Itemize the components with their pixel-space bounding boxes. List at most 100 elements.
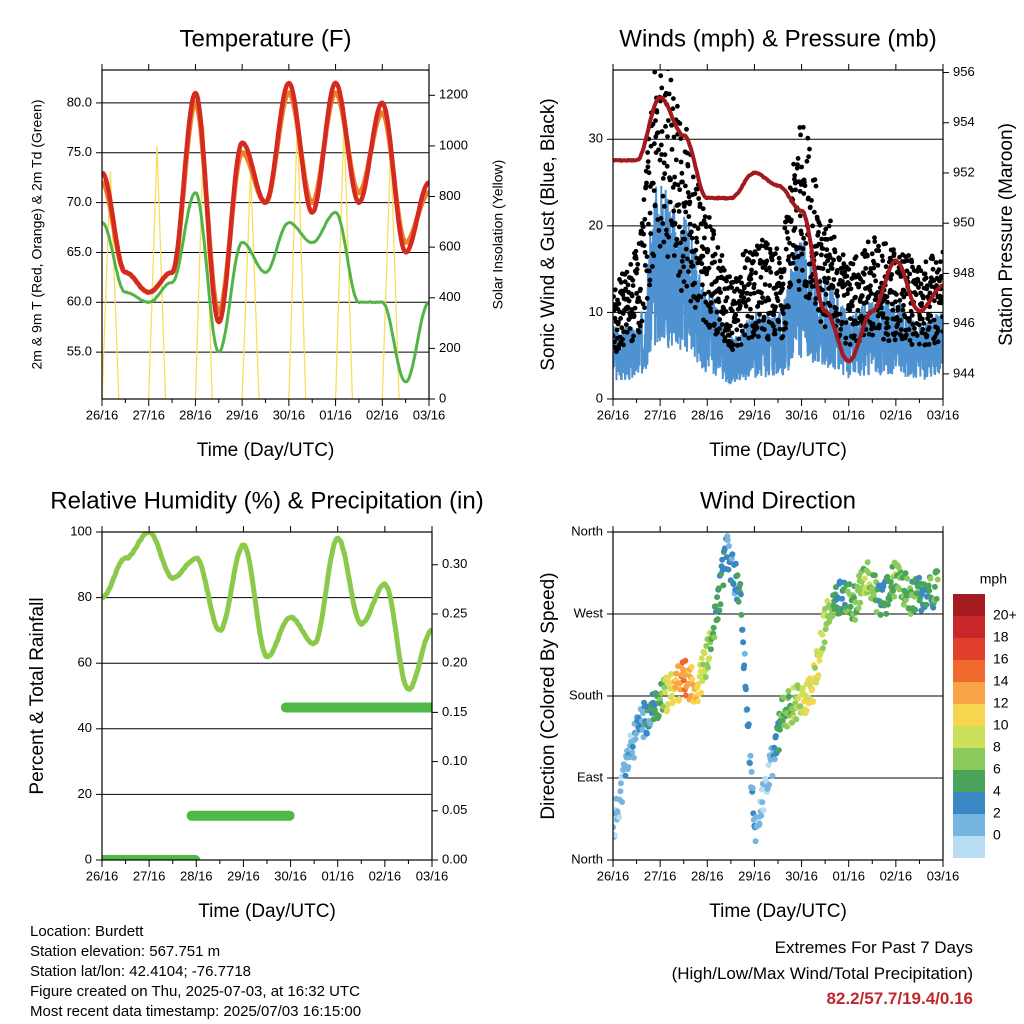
gust-point xyxy=(679,288,684,293)
direction-point xyxy=(632,736,639,742)
direction-point xyxy=(931,583,938,590)
x-tick-label: 27/16 xyxy=(644,407,677,422)
gust-point xyxy=(776,255,782,261)
y-tick-label: North xyxy=(571,851,603,866)
gust-point xyxy=(915,278,921,284)
gust-point xyxy=(754,325,760,331)
direction-point xyxy=(772,733,779,739)
gust-point xyxy=(760,295,765,300)
gust-point xyxy=(657,243,663,249)
rh-series xyxy=(102,532,432,692)
gust-point xyxy=(823,292,829,297)
extremes-subtitle: (High/Low/Max Wind/Total Precipitation) xyxy=(671,963,973,983)
gust-point xyxy=(939,296,943,302)
gust-point xyxy=(634,266,640,272)
direction-point xyxy=(903,596,909,603)
gust-point xyxy=(840,252,846,258)
gust-point xyxy=(751,282,757,287)
gust-point xyxy=(774,246,780,252)
gust-point xyxy=(818,242,824,247)
gust-point xyxy=(796,278,802,284)
gust-point xyxy=(646,221,651,227)
gust-point xyxy=(762,282,768,287)
gust-point xyxy=(641,197,647,203)
direction-point xyxy=(923,601,930,608)
x-tick-label: 26/16 xyxy=(86,868,119,883)
gust-point xyxy=(696,196,702,201)
gust-point xyxy=(645,159,651,165)
gust-point xyxy=(686,269,691,274)
gust-point xyxy=(865,239,871,245)
direction-point xyxy=(834,594,841,601)
direction-point xyxy=(930,604,937,611)
plot-frame xyxy=(101,531,433,861)
gust-point xyxy=(664,163,670,169)
gust-point xyxy=(692,280,698,286)
gust-point xyxy=(744,323,749,329)
gust-point xyxy=(940,249,943,255)
direction-point xyxy=(655,712,662,719)
gust-point xyxy=(807,204,813,210)
gust-point xyxy=(805,135,811,141)
gust-point xyxy=(720,331,725,337)
direction-point xyxy=(819,645,826,652)
gust-point xyxy=(706,265,712,271)
gust-point xyxy=(644,295,650,301)
gust-point xyxy=(729,330,735,336)
y-tick-label: North xyxy=(571,523,603,538)
gust-point xyxy=(689,235,695,241)
gust-point xyxy=(700,282,705,288)
x-tick-label: 29/16 xyxy=(738,407,771,422)
gust-point xyxy=(785,257,791,263)
y-tick-label-right: 950 xyxy=(953,215,975,230)
x-tick-label: 03/16 xyxy=(927,407,960,422)
gust-point xyxy=(719,253,725,258)
gust-point xyxy=(834,268,840,273)
gust-point xyxy=(889,301,895,307)
gust-point xyxy=(894,292,899,297)
gust-point xyxy=(652,202,658,208)
gust-point xyxy=(923,275,929,281)
gust-point xyxy=(865,253,870,259)
gust-point xyxy=(647,282,652,288)
gust-point xyxy=(920,326,926,332)
direction-point xyxy=(803,707,810,714)
gust-point xyxy=(738,323,744,329)
gust-point xyxy=(672,220,678,226)
gust-point xyxy=(824,280,830,285)
gust-point xyxy=(634,291,639,296)
direction-point xyxy=(613,824,616,831)
gust-point xyxy=(897,298,903,303)
gust-point xyxy=(738,342,744,347)
direction-point xyxy=(716,607,723,614)
gust-point xyxy=(855,320,860,326)
gust-point xyxy=(936,267,942,273)
gust-point xyxy=(678,136,684,141)
y-tick-label-right: 948 xyxy=(953,265,975,280)
gust-point xyxy=(668,77,674,83)
gust-point xyxy=(768,269,774,275)
direction-point xyxy=(904,575,911,582)
direction-point xyxy=(673,670,680,677)
direction-point xyxy=(735,598,742,605)
gust-point xyxy=(871,261,877,266)
gust-point xyxy=(780,286,785,291)
gust-point xyxy=(748,271,754,277)
gust-point xyxy=(703,224,709,230)
gust-point xyxy=(936,328,941,334)
gust-point xyxy=(863,266,869,271)
gust-point xyxy=(821,231,827,236)
gust-point xyxy=(626,298,632,304)
direction-point xyxy=(717,601,724,608)
gust-point xyxy=(862,248,868,253)
gust-point xyxy=(796,287,802,292)
direction-point xyxy=(714,594,721,601)
direction-point xyxy=(846,581,853,588)
gust-point xyxy=(788,217,794,223)
gust-point xyxy=(628,262,634,267)
gust-point xyxy=(839,319,845,325)
gust-point xyxy=(665,118,671,123)
gust-point xyxy=(701,246,707,252)
direction-point xyxy=(741,650,748,657)
